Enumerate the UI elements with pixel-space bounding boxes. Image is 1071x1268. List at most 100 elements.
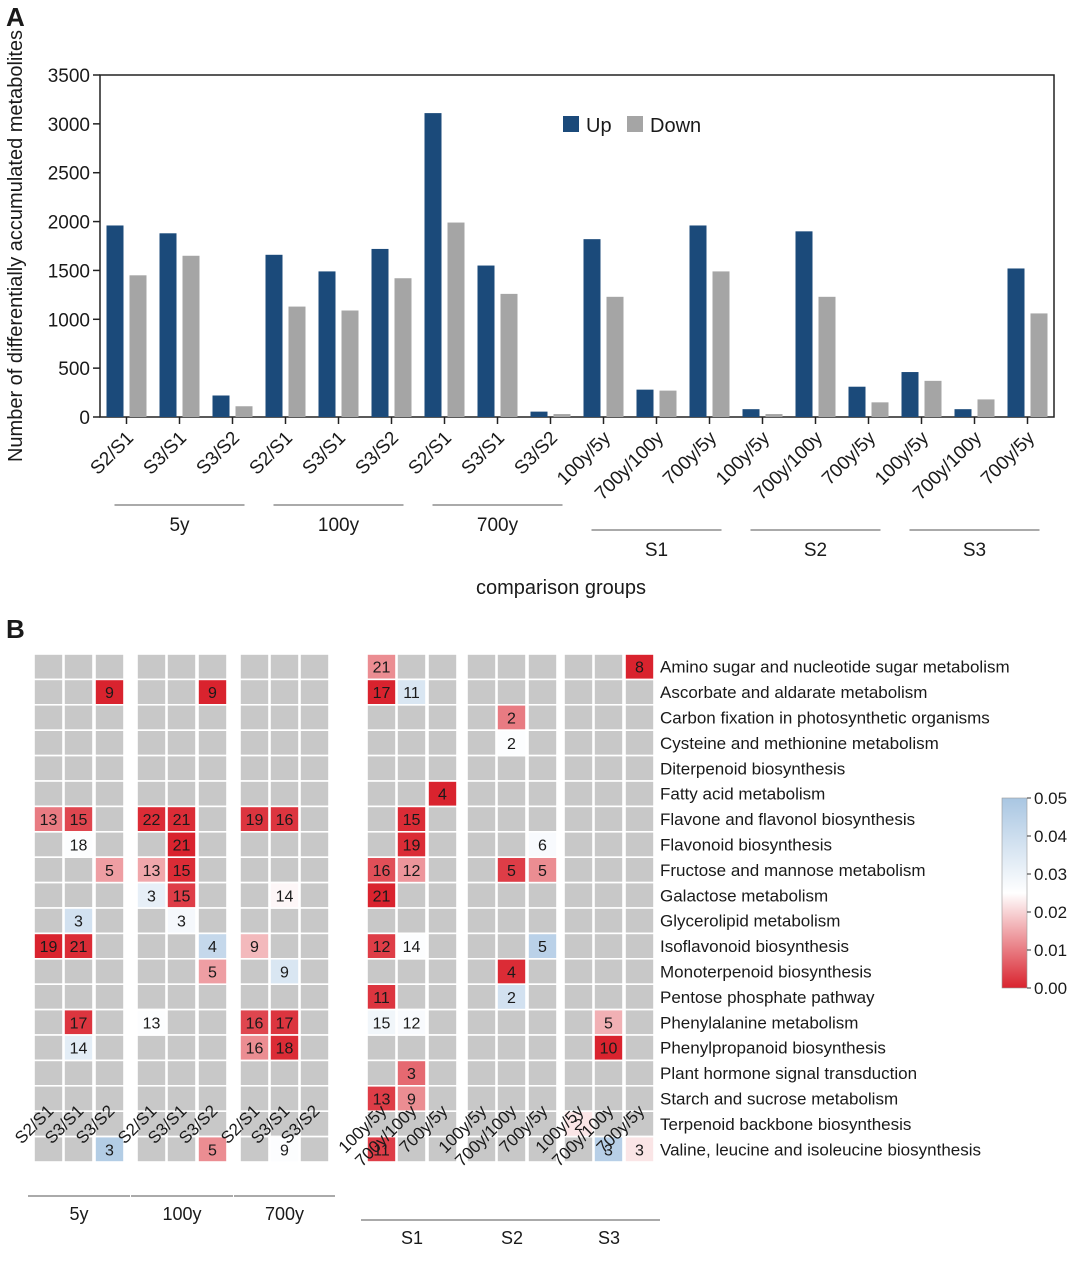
bar-up (371, 248, 389, 417)
heatmap-cell-count: 3 (105, 1142, 114, 1159)
x-tick-label: S2/S1 (246, 428, 297, 479)
heatmap-empty-cell (299, 1085, 330, 1113)
heatmap-row-label: Phenylalanine metabolism (660, 1013, 858, 1032)
heatmap-empty-cell (466, 754, 497, 782)
heatmap-empty-cell (197, 703, 228, 731)
heatmap-empty-cell (63, 1059, 94, 1087)
heatmap-empty-cell (63, 729, 94, 757)
heatmap-empty-cell (527, 1059, 558, 1087)
heatmap-cell-count: 22 (143, 812, 161, 829)
heatmap-cell-count: 16 (276, 812, 294, 829)
heatmap-empty-cell (239, 678, 270, 706)
heatmap-empty-cell (593, 957, 624, 985)
heatmap-cell-count: 15 (173, 888, 191, 905)
heatmap-group-label: 100y (162, 1204, 201, 1224)
heatmap-empty-cell (624, 907, 655, 935)
heatmap-empty-cell (427, 881, 458, 909)
heatmap-empty-cell (427, 678, 458, 706)
heatmap-cell-count: 5 (208, 965, 217, 982)
heatmap-empty-cell (624, 983, 655, 1011)
heatmap-cell (239, 805, 270, 833)
bar-up (159, 233, 177, 417)
heatmap-cell-count: 17 (276, 1015, 294, 1032)
heatmap-cell-count: 2 (507, 736, 516, 753)
heatmap-empty-cell (624, 1059, 655, 1087)
heatmap-cell-count: 4 (507, 965, 516, 982)
heatmap-empty-cell (593, 1059, 624, 1087)
heatmap-empty-cell (624, 805, 655, 833)
heatmap-empty-cell (496, 754, 527, 782)
heatmap-empty-cell (197, 653, 228, 681)
heatmap-empty-cell (33, 1110, 64, 1138)
x-tick-label: S3/S1 (299, 428, 350, 479)
heatmap-empty-cell (593, 932, 624, 960)
heatmap-empty-cell (269, 729, 300, 757)
heatmap-empty-cell (269, 932, 300, 960)
bar-down (129, 275, 147, 417)
heatmap-empty-cell (527, 1085, 558, 1113)
heatmap-cell-count: 19 (246, 812, 264, 829)
heatmap-cell-count: 13 (143, 1015, 161, 1032)
heatmap-empty-cell (239, 983, 270, 1011)
heatmap-empty-cell (366, 703, 397, 731)
heatmap-empty-cell (166, 932, 197, 960)
heatmap-empty-cell (33, 780, 64, 808)
heatmap-empty-cell (136, 754, 167, 782)
heatmap-empty-cell (427, 957, 458, 985)
heatmap-row-label: Starch and sucrose metabolism (660, 1090, 898, 1109)
heatmap-empty-cell (624, 1008, 655, 1036)
heatmap-empty-cell (527, 1008, 558, 1036)
x-tick-label: S2/S1 (405, 428, 456, 479)
heatmap-empty-cell (33, 1034, 64, 1062)
heatmap-empty-cell (624, 1110, 655, 1138)
heatmap-empty-cell (366, 729, 397, 757)
heatmap-empty-cell (496, 1059, 527, 1087)
heatmap-empty-cell (299, 983, 330, 1011)
heatmap-group-label: S2 (501, 1228, 523, 1248)
heatmap-empty-cell (299, 653, 330, 681)
colorbar-tick-label: 0.02 (1034, 903, 1067, 922)
heatmap-empty-cell (563, 729, 594, 757)
heatmap-cell-count: 9 (407, 1092, 416, 1109)
heatmap-empty-cell (269, 678, 300, 706)
heatmap-empty-cell (63, 957, 94, 985)
heatmap-empty-cell (427, 983, 458, 1011)
bar-down (765, 414, 783, 417)
heatmap-empty-cell (94, 830, 125, 858)
heatmap-cell (593, 1034, 624, 1062)
heatmap-empty-cell (197, 856, 228, 884)
bar-up (424, 113, 442, 417)
heatmap-empty-cell (136, 729, 167, 757)
heatmap-empty-cell (563, 932, 594, 960)
heatmap-cell (166, 907, 197, 935)
heatmap-cell (63, 1034, 94, 1062)
heatmap-cell (366, 1008, 397, 1036)
heatmap-cell-count: 15 (403, 812, 421, 829)
heatmap-empty-cell (563, 856, 594, 884)
y-tick-label: 1000 (48, 310, 90, 331)
x-tick-label: S3/S1 (140, 428, 191, 479)
heatmap-empty-cell (496, 1110, 527, 1138)
heatmap-empty-cell (396, 881, 427, 909)
heatmap-cell-count: 21 (373, 660, 391, 677)
heatmap-cell-count: 5 (604, 1015, 613, 1032)
heatmap-empty-cell (136, 678, 167, 706)
heatmap-empty-cell (197, 1085, 228, 1113)
y-tick-label: 1500 (48, 261, 90, 282)
group-label: S3 (963, 540, 986, 561)
bar-down (447, 222, 465, 417)
heatmap-empty-cell (466, 907, 497, 935)
heatmap-empty-cell (269, 856, 300, 884)
heatmap-cell-count: 13 (40, 812, 58, 829)
colorbar-tick-label: 0.03 (1034, 865, 1067, 884)
heatmap-empty-cell (396, 1135, 427, 1163)
heatmap-empty-cell (427, 856, 458, 884)
heatmap-cell-count: 2 (507, 990, 516, 1007)
heatmap-cell (396, 678, 427, 706)
y-tick-label: 3500 (48, 66, 90, 87)
bar-down (924, 380, 942, 417)
x-tick-label: S3/S2 (193, 428, 244, 479)
heatmap-empty-cell (366, 907, 397, 935)
heatmap-cell-count: 5 (538, 863, 547, 880)
heatmap-empty-cell (94, 983, 125, 1011)
